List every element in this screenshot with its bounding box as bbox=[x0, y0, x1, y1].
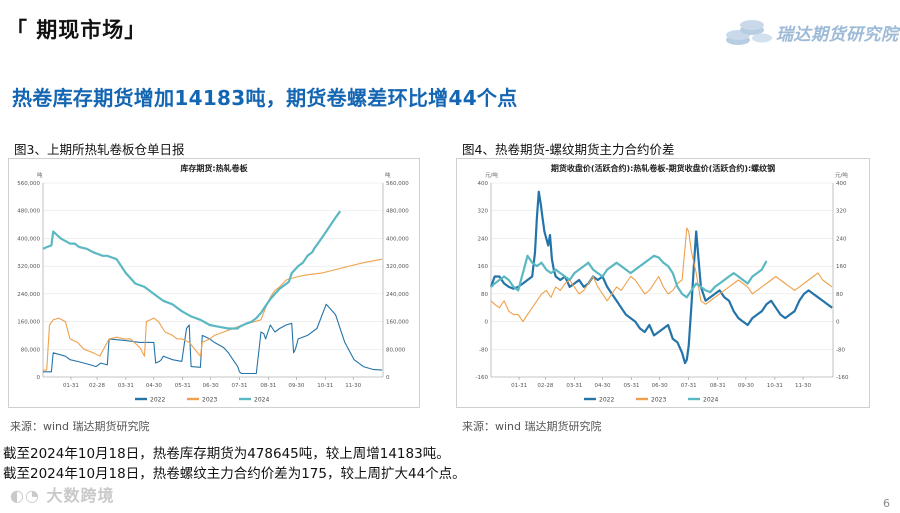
y-tick-label-right: -80 bbox=[836, 347, 845, 353]
x-tick-label: 07-31 bbox=[232, 383, 248, 389]
note-spread: 截至2024年10月18日，热卷螺纹主力合约价差为175，较上周扩大44个点。 bbox=[3, 466, 466, 482]
legend-label-2024: 2024 bbox=[703, 397, 718, 404]
y-tick-label-left: 240 bbox=[478, 236, 489, 242]
watermark-text: 大数跨境 bbox=[46, 486, 115, 505]
y-tick-label-right: 320,000 bbox=[386, 264, 409, 270]
x-tick-label: 04-30 bbox=[146, 383, 162, 389]
x-tick-label: 04-30 bbox=[595, 383, 611, 389]
y-unit-right: 吨 bbox=[385, 171, 391, 179]
legend-label-2024: 2024 bbox=[254, 397, 269, 404]
coins-icon bbox=[726, 20, 772, 45]
series-line-2022 bbox=[489, 190, 833, 365]
x-tick-label: 06-30 bbox=[203, 383, 219, 389]
legend-label-2022: 2022 bbox=[599, 397, 614, 404]
figure4-chart-box: 期货收盘价(活跃合约):热轧卷板-期货收盘价(活跃合约):螺纹钢元/吨 元/吨 -1… bbox=[456, 158, 870, 408]
figure3-caption: 图3、上期所热轧卷板仓单日报 bbox=[14, 142, 185, 157]
x-tick-label: 06-30 bbox=[652, 383, 668, 389]
x-tick-label: 09-30 bbox=[288, 383, 304, 389]
chart-title: 库存期货:热轧卷板 bbox=[180, 163, 248, 173]
x-tick-label: 11-30 bbox=[345, 383, 361, 389]
x-tick-label: 02-28 bbox=[537, 383, 553, 389]
y-tick-label-right: 400 bbox=[836, 181, 847, 187]
logo-text: 瑞达期货研究院 bbox=[776, 25, 899, 45]
series-line-2022 bbox=[43, 303, 383, 375]
y-tick-label-left: 0 bbox=[485, 320, 489, 326]
y-tick-label-left: 480,000 bbox=[17, 209, 40, 215]
y-tick-label-left: 80 bbox=[481, 292, 488, 298]
watermark: ◐◔ 大数跨境 bbox=[10, 482, 115, 506]
series-line-2024 bbox=[42, 210, 342, 330]
x-tick-label: 11-30 bbox=[795, 383, 811, 389]
x-tick-label: 09-30 bbox=[738, 383, 754, 389]
y-tick-label-left: 160,000 bbox=[17, 320, 40, 326]
figure4-source: 来源：wind 瑞达期货研究院 bbox=[462, 420, 602, 433]
x-tick-label: 08-31 bbox=[260, 383, 276, 389]
y-tick-label-left: 320 bbox=[478, 209, 489, 215]
figure4-caption: 图4、热卷期货-螺纹期货主力合约价差 bbox=[462, 142, 675, 157]
x-tick-label: 01-31 bbox=[511, 383, 527, 389]
y-tick-label-right: 0 bbox=[386, 375, 390, 381]
y-tick-label-right: -160 bbox=[836, 375, 849, 381]
y-tick-label-left: 400,000 bbox=[17, 236, 40, 242]
x-tick-label: 08-31 bbox=[710, 383, 726, 389]
y-unit-left: 吨 bbox=[37, 171, 43, 179]
y-tick-label-left: 0 bbox=[37, 375, 41, 381]
figure3-chart-box: 库存期货:热轧卷板吨 吨 0 0 80,000 80,000 160,000 160,000 2… bbox=[8, 158, 420, 408]
x-tick-label: 02-28 bbox=[89, 383, 105, 389]
x-tick-label: 05-31 bbox=[624, 383, 640, 389]
y-tick-label-left: 160 bbox=[478, 264, 489, 270]
x-tick-label: 10-31 bbox=[317, 383, 333, 389]
page-number: 6 bbox=[883, 497, 890, 510]
x-tick-label: 03-31 bbox=[118, 383, 134, 389]
y-tick-label-right: 560,000 bbox=[386, 181, 409, 187]
y-tick-label-left: 80,000 bbox=[21, 347, 41, 353]
watermark-icon: ◐◔ bbox=[10, 486, 47, 505]
y-tick-label-right: 480,000 bbox=[386, 209, 409, 215]
figure3-source: 来源：wind 瑞达期货研究院 bbox=[10, 420, 150, 433]
x-tick-label: 03-31 bbox=[566, 383, 582, 389]
series-line-2023 bbox=[490, 227, 833, 323]
legend-label-2023: 2023 bbox=[202, 397, 217, 404]
y-tick-label-right: 240,000 bbox=[386, 292, 409, 298]
x-tick-label: 05-31 bbox=[175, 383, 191, 389]
chart-title: 期货收盘价(活跃合约):热轧卷板-期货收盘价(活跃合约):螺纹钢 bbox=[551, 163, 775, 173]
y-tick-label-right: 240 bbox=[836, 236, 847, 242]
y-tick-label-right: 160,000 bbox=[386, 320, 409, 326]
company-logo bbox=[722, 8, 894, 50]
x-tick-label: 10-31 bbox=[767, 383, 783, 389]
y-tick-label-right: 160 bbox=[836, 264, 847, 270]
note-inventory: 截至2024年10月18日，热卷库存期货为478645吨，较上周增14183吨。 bbox=[3, 446, 450, 462]
y-tick-label-right: 0 bbox=[836, 320, 840, 326]
y-tick-label-left: -160 bbox=[476, 375, 489, 381]
legend-label-2023: 2023 bbox=[651, 397, 666, 404]
y-tick-label-right: 80,000 bbox=[386, 347, 406, 353]
y-tick-label-left: 560,000 bbox=[17, 181, 40, 187]
y-tick-label-left: -80 bbox=[479, 347, 488, 353]
y-tick-label-left: 400 bbox=[478, 181, 489, 187]
x-tick-label: 01-31 bbox=[63, 383, 79, 389]
y-tick-label-right: 320 bbox=[836, 209, 847, 215]
x-tick-label: 07-31 bbox=[681, 383, 697, 389]
y-tick-label-right: 80 bbox=[836, 292, 843, 298]
legend-label-2022: 2022 bbox=[150, 397, 165, 404]
series-line-2024 bbox=[490, 254, 768, 299]
series-line-2023 bbox=[43, 258, 383, 371]
y-unit-left: 元/吨 bbox=[485, 171, 498, 179]
y-tick-label-right: 400,000 bbox=[386, 236, 409, 242]
y-tick-label-left: 240,000 bbox=[17, 292, 40, 298]
section-title: 「 期现市场」 bbox=[6, 18, 147, 42]
headline: 热卷库存期货增加14183吨，期货卷螺差环比增44个点 bbox=[12, 86, 518, 110]
y-unit-right: 元/吨 bbox=[835, 171, 848, 179]
y-tick-label-left: 320,000 bbox=[17, 264, 40, 270]
